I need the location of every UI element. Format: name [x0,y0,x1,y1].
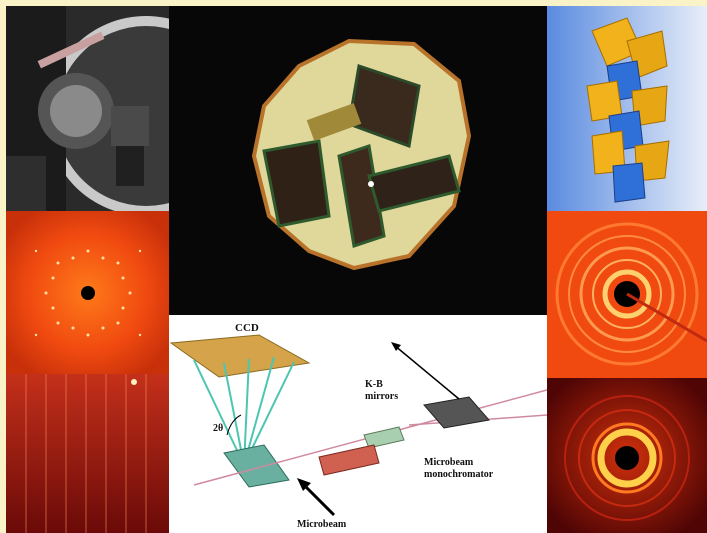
monochromator-label-line2: monochromator [424,469,494,480]
diffractometer-photo-icon [6,6,169,211]
powder-rings-icon [547,378,707,533]
microbeam-label: Microbeam [297,519,347,530]
crystal-inclusion-photo-icon [169,6,547,315]
powder-rings-icon [547,211,707,378]
kb-mirrors [363,426,405,449]
monochromator-label-line1: Microbeam [424,457,474,468]
ccd-detector [169,334,311,378]
schematic-panel: CCD K-B mirrors 2θ Microbeam monochromat… [169,315,547,533]
goniometer-photo-panel [6,6,169,211]
streak-pattern-panel [6,374,169,533]
mirror-block [318,444,380,476]
diffraction-spots-icon [6,211,169,374]
polyhedra-model-panel [547,6,707,211]
monochromator [423,396,490,429]
kb-mirrors-label-line2: mirrors [365,391,398,402]
diffraction-streaks-icon [6,374,169,533]
ccd-label: CCD [235,322,259,334]
kb-mirrors-label-line1: K-B [365,379,383,390]
ring-pattern-red-panel [547,378,707,533]
crystal-structure-polyhedra-icon [547,6,707,211]
single-crystal-pattern-panel [6,211,169,374]
ring-pattern-orange-panel [547,211,707,378]
two-theta-label: 2θ [213,423,223,434]
sample-stage [223,444,290,488]
crystal-micrograph-panel [169,6,547,315]
microbeam-setup-diagram: CCD K-B mirrors 2θ Microbeam monochromat… [169,322,547,530]
